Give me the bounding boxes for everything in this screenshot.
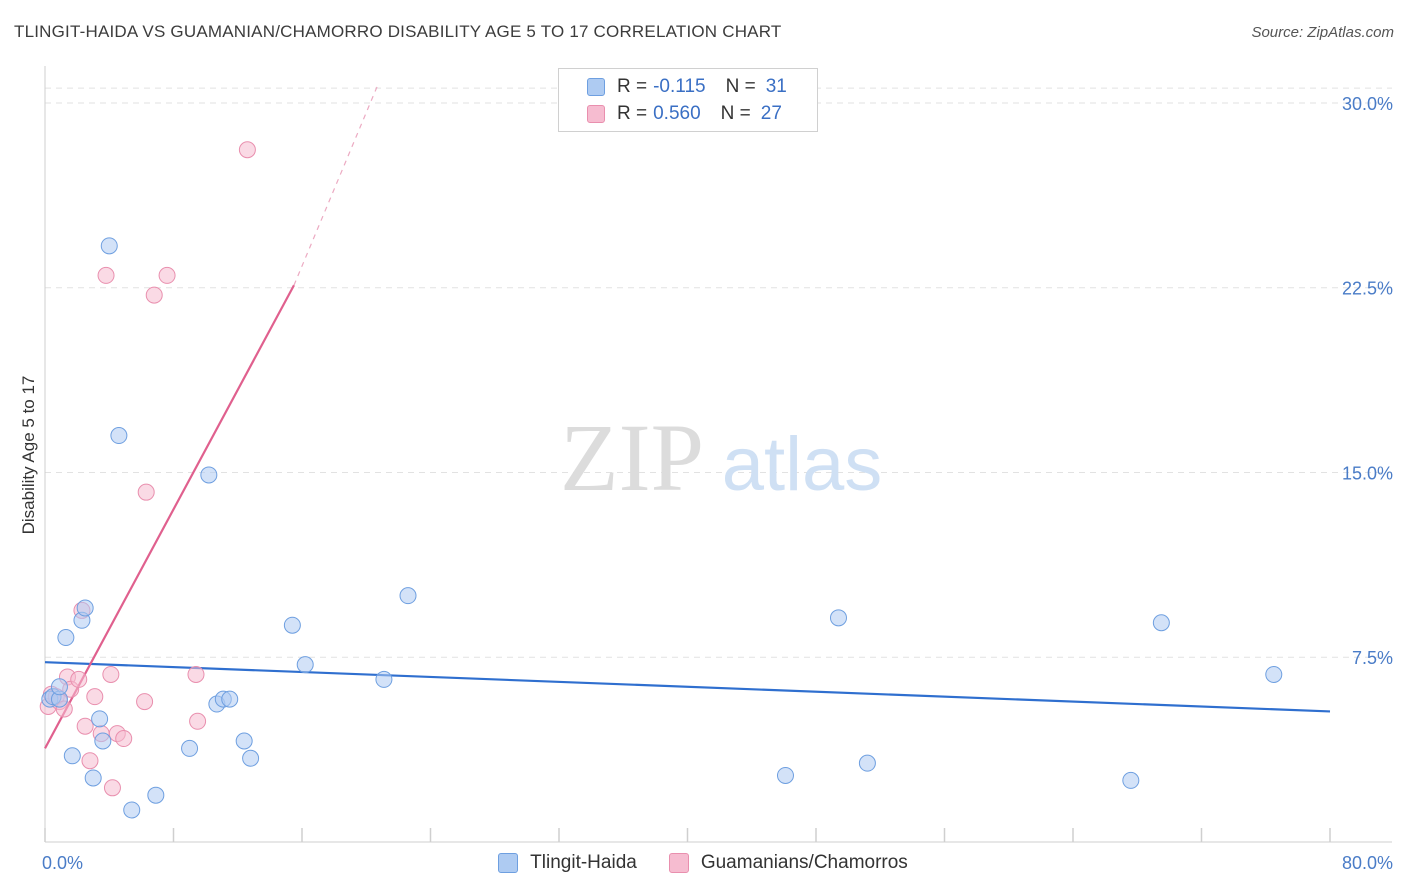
legend-n-value: 31 (765, 76, 787, 97)
data-point-tlingit (399, 587, 417, 605)
data-point-tlingit (123, 801, 141, 819)
data-point-tlingit (829, 609, 847, 627)
trend-lines (44, 85, 1331, 749)
legend-r-value: -0.115 (653, 76, 706, 97)
data-point-guamanians (137, 483, 155, 501)
data-point-tlingit (1122, 771, 1140, 789)
watermark-atlas: atlas (722, 422, 883, 507)
x-tick-labels: 0.0% 80.0% (42, 853, 1393, 873)
source-label: Source: ZipAtlas.com (1251, 24, 1394, 41)
x-axis-ticks (44, 828, 1331, 842)
data-point-tlingit (283, 616, 301, 634)
data-point-tlingit (57, 629, 75, 647)
legend-n-label: N = (720, 103, 751, 124)
data-point-guamanians (76, 717, 94, 735)
data-point-tlingit (84, 769, 102, 787)
legend-label-tlingit: Tlingit-Haida (530, 852, 637, 873)
legend-swatch-blue (498, 853, 519, 873)
legend-swatch-pink (587, 105, 605, 123)
data-point-tlingit (375, 670, 393, 688)
data-point-guamanians (103, 779, 121, 797)
trend-line-guamanians (44, 284, 295, 749)
x-tick-label: 80.0% (1342, 853, 1393, 873)
y-tick-label: 30.0% (1342, 94, 1393, 114)
data-point-tlingit (91, 710, 109, 728)
data-point-guamanians (145, 286, 163, 304)
data-point-tlingit (63, 747, 81, 765)
data-point-guamanians (86, 688, 104, 706)
legend-swatch-pink (668, 853, 689, 873)
correlation-legend: R = -0.115 N = 31 R = 0.560 N = 27 (558, 68, 818, 132)
data-point-guamanians (189, 712, 207, 730)
legend-swatch-blue (587, 78, 605, 96)
data-point-guamanians (97, 266, 115, 284)
legend-n-value: 27 (760, 103, 782, 124)
data-point-guamanians (238, 141, 256, 159)
data-point-tlingit (776, 766, 794, 784)
trend-line-tlingit (44, 661, 1331, 713)
watermark-zip: ZIP (560, 404, 704, 511)
data-point-tlingit (94, 732, 112, 750)
legend-row-guamanians: R = 0.560 N = 27 (587, 101, 782, 127)
data-point-guamanians (115, 730, 133, 748)
data-point-tlingit (76, 599, 94, 617)
data-point-tlingit (147, 786, 165, 804)
data-point-guamanians (102, 665, 120, 683)
data-point-guamanians (81, 752, 99, 770)
y-tick-label: 7.5% (1352, 648, 1393, 668)
data-point-tlingit (100, 237, 118, 255)
data-point-guamanians (158, 266, 176, 284)
data-point-tlingit (50, 678, 68, 696)
legend-n-label: N = (725, 76, 756, 97)
trend-line-guamanians-extension (293, 85, 379, 286)
data-point-tlingit (1265, 665, 1283, 683)
y-axis-label: Disability Age 5 to 17 (19, 376, 38, 535)
series-tlingit-points (41, 237, 1283, 819)
data-point-guamanians (70, 670, 88, 688)
chart-title: TLINGIT-HAIDA VS GUAMANIAN/CHAMORRO DISA… (14, 22, 782, 41)
data-point-tlingit (200, 466, 218, 484)
data-point-guamanians (136, 693, 154, 711)
data-point-tlingit (235, 732, 253, 750)
legend-r-label: R = (617, 103, 648, 124)
data-point-tlingit (296, 656, 314, 674)
legend-row-tlingit: R = -0.115 N = 31 (587, 74, 787, 100)
legend-label-guamanians: Guamanians/Chamorros (700, 852, 908, 873)
x-tick-label: 0.0% (42, 853, 83, 873)
axes (44, 66, 1392, 843)
y-tick-label: 15.0% (1342, 463, 1393, 483)
data-point-tlingit (221, 690, 239, 708)
legend-r-value: 0.560 (653, 103, 701, 124)
data-point-tlingit (242, 749, 260, 767)
y-tick-label: 22.5% (1342, 279, 1393, 299)
legend-r-label: R = (617, 76, 648, 97)
data-point-tlingit (181, 739, 199, 757)
legend-item-guamanians: Guamanians/Chamorros (668, 852, 908, 874)
legend-item-tlingit: Tlingit-Haida (498, 852, 637, 874)
series-legend: Tlingit-Haida Guamanians/Chamorros (0, 852, 1406, 874)
data-point-tlingit (1152, 614, 1170, 632)
data-point-tlingit (110, 427, 128, 445)
data-point-guamanians (187, 665, 205, 683)
y-tick-labels: 7.5% 15.0% 22.5% 30.0% (1342, 94, 1393, 668)
data-point-tlingit (858, 754, 876, 772)
